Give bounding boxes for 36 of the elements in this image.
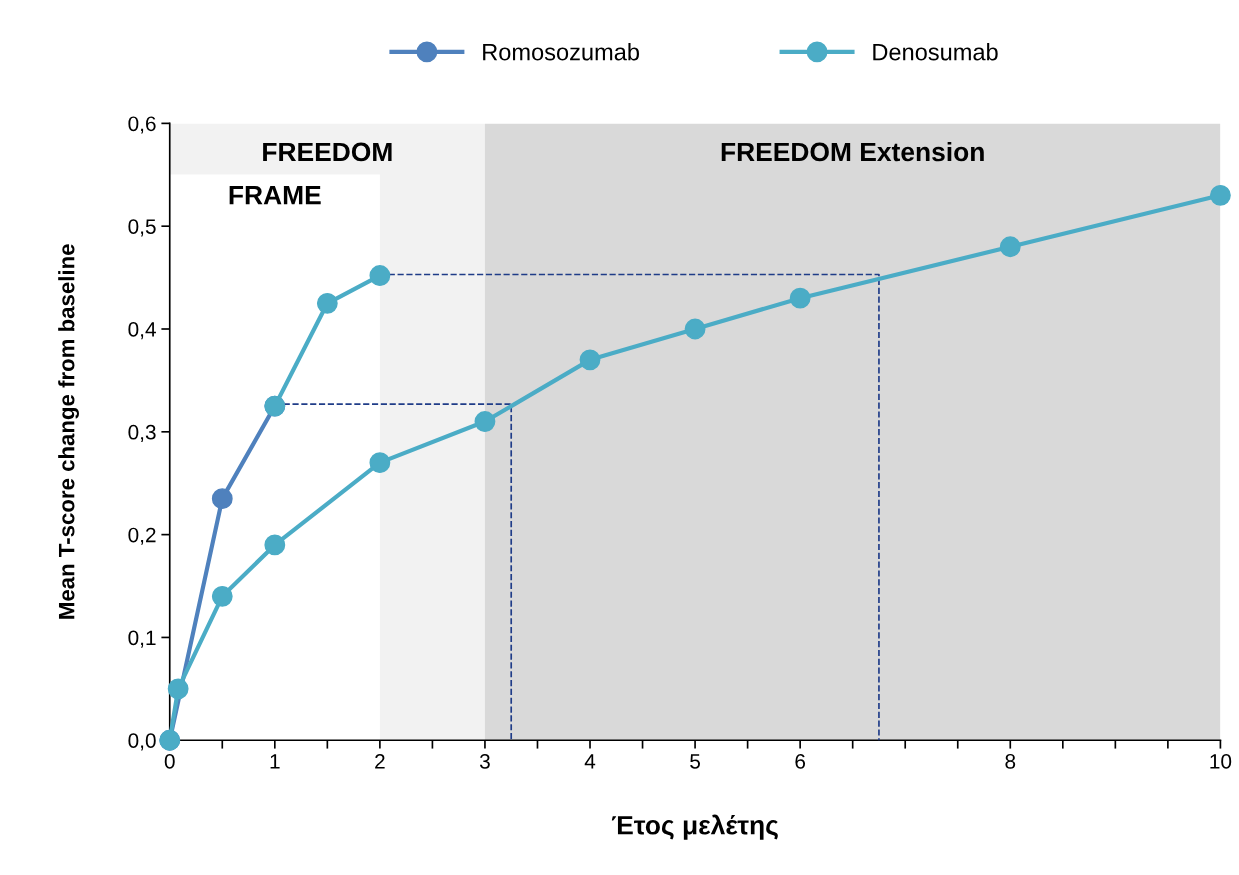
- y-tick-label: 0,1: [128, 630, 156, 648]
- x-tick-label: 10: [1210, 753, 1232, 769]
- x-tick-label: 1: [270, 754, 280, 769]
- y-tick-label: 0,6: [128, 116, 156, 134]
- point: [999, 236, 1021, 258]
- point: [167, 678, 189, 700]
- point: [211, 585, 233, 607]
- x-tick-label: 2: [375, 753, 385, 769]
- legend-label: Romosozumab: [483, 43, 639, 61]
- legend-label: Denosumab: [873, 43, 998, 61]
- band-label: FREEDOM: [263, 142, 392, 162]
- band-label: FRAME: [229, 186, 321, 205]
- point: [474, 411, 496, 432]
- x-tick-label: 3: [479, 753, 490, 769]
- x-tick-label: 0: [164, 753, 175, 769]
- x-axis-title: Έτος μελέτης: [611, 814, 778, 840]
- y-tick-label: 0,4: [128, 322, 156, 340]
- point: [369, 265, 391, 286]
- point: [684, 318, 706, 340]
- x-tick-label: 4: [584, 754, 596, 769]
- y-tick-label: 0,5: [128, 219, 156, 237]
- point: [316, 292, 338, 314]
- point: [1209, 184, 1231, 206]
- y-tick-label: 0,2: [128, 527, 156, 545]
- x-tick-label: 6: [795, 753, 806, 769]
- x-tick-label: 5: [690, 754, 700, 769]
- point: [211, 488, 233, 510]
- y-tick-label: 0,3: [128, 424, 156, 443]
- x-tick-label: 8: [1005, 753, 1016, 769]
- point: [369, 452, 391, 474]
- band-label: FREEDOM Extension: [721, 141, 984, 162]
- y-axis-title: Mean T-score change from baseline: [58, 244, 79, 619]
- point: [579, 349, 601, 371]
- point: [789, 287, 811, 309]
- y-tick-label: 0,0: [128, 733, 156, 751]
- point: [264, 534, 286, 556]
